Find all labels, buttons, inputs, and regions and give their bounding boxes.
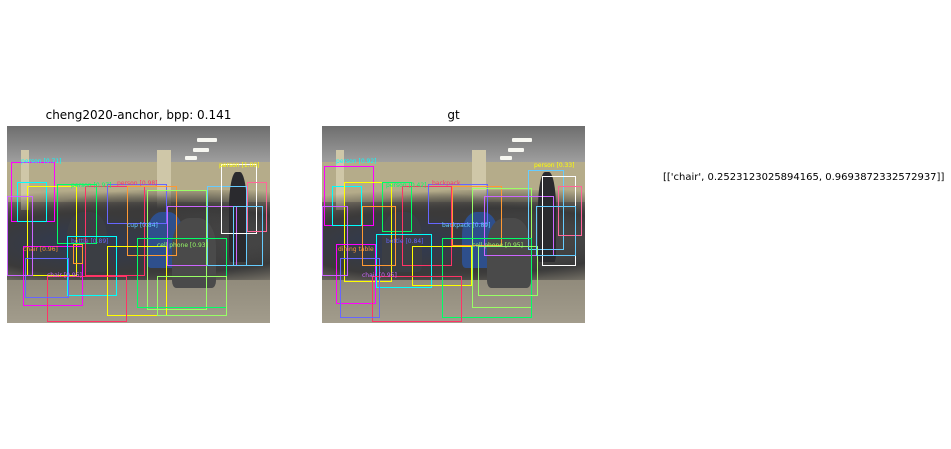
bounding-box	[233, 206, 263, 266]
detection-label: person [0.97]	[71, 182, 112, 189]
detection-label: person [0.33]	[534, 162, 575, 169]
panel-left-image: person [0.71] person [1.00] person [0.97] p…	[7, 126, 270, 323]
bounding-box	[221, 164, 257, 234]
bounding-box	[127, 186, 177, 256]
detection-label: person [1.00]	[219, 162, 260, 169]
bounding-box	[7, 196, 33, 276]
bounding-box	[402, 186, 452, 266]
detection-label: dining table	[338, 246, 374, 253]
detection-label: chair [0.95]	[47, 272, 82, 279]
pillar	[336, 150, 344, 210]
bounding-box	[442, 238, 532, 318]
bounding-box	[167, 206, 237, 266]
bounding-box	[137, 238, 227, 308]
panel-right-image: person [0.92] person [0.33] person [0.42] b…	[322, 126, 585, 323]
pillar	[21, 150, 29, 210]
detection-label: chair [0.95]	[362, 272, 397, 279]
detection-label: bottle [0.89]	[71, 238, 109, 245]
ceiling-light	[508, 148, 524, 152]
bounding-box	[107, 184, 167, 224]
ceiling-light	[500, 156, 512, 160]
bounding-box	[428, 184, 488, 224]
bounding-box	[536, 206, 576, 256]
bounding-box	[528, 170, 564, 250]
bounding-box	[362, 206, 396, 266]
seated-person	[487, 218, 531, 288]
panel-right-title: gt	[447, 108, 460, 122]
detection-label: cell phone [0.95]	[472, 242, 523, 249]
bounding-box	[372, 276, 462, 322]
detection-label: cell phone [0.93]	[157, 242, 208, 249]
bounding-box	[478, 246, 538, 296]
detection-label: person [0.92]	[336, 158, 377, 165]
detection-label: backpack [0.89]	[442, 222, 491, 229]
bounding-box	[85, 186, 145, 276]
bounding-box	[322, 206, 348, 276]
bounding-box	[25, 258, 69, 298]
bounding-box	[247, 182, 267, 232]
detection-label: person [0.71]	[21, 158, 62, 165]
bounding-box	[147, 190, 207, 310]
bounding-box	[344, 182, 392, 282]
detection-label: person [0.98]	[117, 180, 158, 187]
bounding-box	[27, 186, 77, 276]
detection-label: chair [0.96]	[23, 246, 58, 253]
bounding-box	[452, 186, 502, 246]
bounding-box	[73, 244, 83, 264]
bounding-box	[57, 184, 97, 244]
bounding-box	[157, 276, 227, 316]
detection-label: bottle [0.84]	[386, 238, 424, 245]
ceiling-light	[512, 138, 532, 142]
bounding-box	[207, 186, 247, 266]
ceiling	[322, 126, 585, 162]
panel-left-title: cheng2020-anchor, bpp: 0.141	[45, 108, 232, 122]
bounding-box	[47, 276, 127, 322]
ceiling-light	[185, 156, 197, 160]
bounding-box	[67, 236, 117, 296]
detection-label: backpack	[432, 180, 461, 187]
bounding-box	[340, 258, 380, 318]
bounding-box	[336, 244, 376, 304]
ceiling-light	[193, 148, 209, 152]
ceiling	[7, 126, 270, 162]
detection-label: person [0.42]	[386, 182, 427, 189]
ceiling-light	[197, 138, 217, 142]
bounding-box	[484, 196, 554, 256]
bounding-box	[376, 234, 432, 288]
bounding-box	[558, 186, 582, 236]
prediction-output-text: [['chair', 0.2523123025894165, 0.9693872…	[663, 172, 945, 183]
detection-label: cup [0.84]	[127, 222, 158, 229]
bounding-box	[382, 182, 412, 232]
